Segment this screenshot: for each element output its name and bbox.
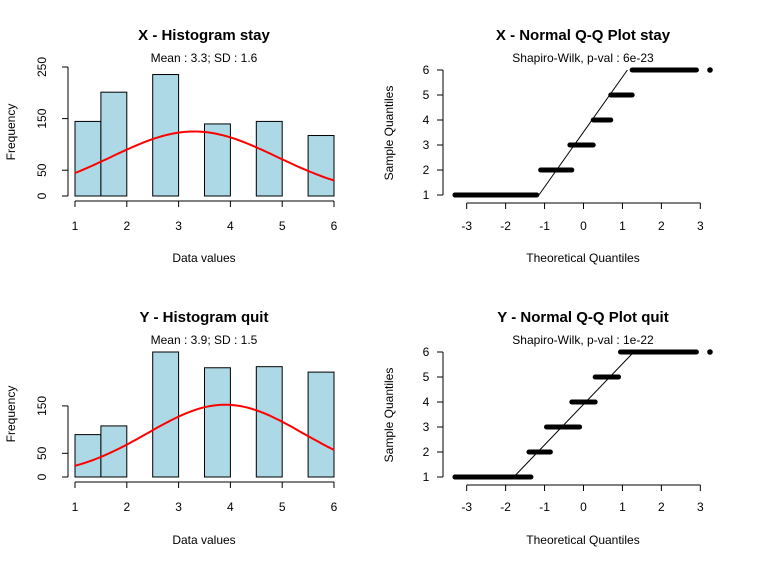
x-tick-label: 0 [580, 500, 587, 514]
y-tick-label: 0 [35, 473, 49, 480]
y-tick-label: 50 [35, 163, 49, 177]
qq-point [464, 474, 470, 480]
histogram-bar [255, 120, 283, 197]
x-qq-title: X - Normal Q-Q Plot stay [496, 27, 671, 44]
x-tick-label: 1 [72, 219, 79, 233]
histogram-bar [152, 351, 180, 478]
y-tick-label: 250 [35, 57, 49, 77]
qq-point [452, 474, 458, 480]
y-tick-label: 2 [423, 163, 430, 177]
x-tick-label: 2 [123, 219, 130, 233]
qq-point [464, 192, 470, 198]
x-histogram-subtitle: Mean : 3.3; SD : 1.6 [151, 51, 258, 65]
x-tick-label: 3 [175, 219, 182, 233]
x-tick-label: -3 [461, 219, 472, 233]
histogram-bar [255, 366, 283, 478]
histogram-bar [100, 91, 128, 197]
x-qq-xlabel: Theoretical Quantiles [526, 251, 639, 265]
y-histogram-title: Y - Histogram quit [140, 309, 269, 326]
y-tick-label: 1 [423, 470, 430, 484]
x-qq-plot-area: -3 -2 -1 0 1 2 3 1 2 3 4 5 6 [423, 63, 713, 233]
qq-reference-line [538, 69, 628, 196]
x-histogram-ylabel: Frequency [4, 104, 18, 161]
histogram-bar [307, 371, 335, 478]
y-tick-label: 150 [35, 108, 49, 128]
qq-point [707, 349, 713, 355]
x-tick-label: 2 [658, 500, 665, 514]
qq-point [707, 67, 713, 73]
y-qq-title: Y - Normal Q-Q Plot quit [497, 309, 668, 326]
qq-point [452, 192, 458, 198]
x-tick-label: 1 [619, 219, 626, 233]
y-tick-label: 5 [423, 370, 430, 384]
panel-x-histogram: X - Histogram stay Mean : 3.3; SD : 1.6 … [4, 27, 338, 265]
y-tick-label: 6 [423, 345, 430, 359]
histogram-bar [74, 434, 102, 478]
x-tick-label: -2 [500, 500, 511, 514]
panel-x-qq: X - Normal Q-Q Plot stay Shapiro-Wilk, p… [382, 27, 713, 265]
y-tick-label: 50 [35, 446, 49, 460]
y-histogram-subtitle: Mean : 3.9; SD : 1.5 [151, 333, 258, 347]
x-tick-label: -1 [539, 219, 550, 233]
y-histogram-ylabel: Frequency [4, 386, 18, 443]
y-tick-label: 1 [423, 188, 430, 202]
histogram-bar [100, 425, 128, 478]
y-tick-label: 4 [423, 395, 430, 409]
x-tick-label: 1 [619, 500, 626, 514]
y-qq-plot-area: -3 -2 -1 0 1 2 3 1 2 3 4 5 6 [423, 345, 713, 514]
y-tick-label: 3 [423, 420, 430, 434]
panel-y-qq: Y - Normal Q-Q Plot quit Shapiro-Wilk, p… [382, 309, 713, 547]
x-tick-label: 0 [580, 219, 587, 233]
y-histogram-xlabel: Data values [172, 533, 235, 547]
x-tick-label: 2 [658, 219, 665, 233]
qq-reference-line [513, 351, 635, 478]
density-curve [74, 403, 335, 467]
y-qq-subtitle: Shapiro-Wilk, p-val : 1e-22 [512, 333, 654, 347]
x-tick-label: -2 [500, 219, 511, 233]
x-tick-label: 3 [175, 500, 182, 514]
y-tick-label: 2 [423, 445, 430, 459]
x-tick-label: 1 [72, 500, 79, 514]
x-qq-subtitle: Shapiro-Wilk, p-val : 6e-23 [512, 51, 654, 65]
qq-point [471, 192, 477, 198]
density-curve [74, 130, 335, 182]
y-tick-label: 0 [35, 192, 49, 199]
y-tick-label: 6 [423, 63, 430, 77]
x-tick-label: 4 [227, 219, 234, 233]
x-histogram-xlabel: Data values [172, 251, 235, 265]
y-tick-label: 3 [423, 138, 430, 152]
x-histogram-title: X - Histogram stay [138, 27, 270, 44]
x-tick-label: 3 [697, 500, 704, 514]
y-tick-label: 5 [423, 88, 430, 102]
y-qq-ylabel: Sample Quantiles [382, 368, 396, 463]
qq-point [471, 474, 477, 480]
x-tick-label: -3 [461, 500, 472, 514]
y-tick-label: 4 [423, 113, 430, 127]
panel-y-histogram: Y - Histogram quit Mean : 3.9; SD : 1.5 … [4, 309, 338, 547]
y-histogram-plot-area: 1 2 3 4 5 6 0 50 150 [35, 351, 338, 514]
x-tick-label: 6 [331, 219, 338, 233]
histogram-bar [307, 135, 335, 197]
x-tick-label: 6 [331, 500, 338, 514]
x-tick-label: -1 [539, 500, 550, 514]
x-tick-label: 5 [279, 500, 286, 514]
x-tick-label: 2 [123, 500, 130, 514]
x-histogram-plot-area: 1 2 3 4 5 6 0 50 150 250 [35, 57, 338, 233]
y-qq-xlabel: Theoretical Quantiles [526, 533, 639, 547]
x-tick-label: 5 [279, 219, 286, 233]
histogram-bar [74, 120, 102, 197]
histogram-bar [204, 367, 231, 478]
x-tick-label: 3 [697, 219, 704, 233]
x-tick-label: 4 [227, 500, 234, 514]
x-qq-ylabel: Sample Quantiles [382, 86, 396, 181]
y-tick-label: 150 [35, 396, 49, 416]
